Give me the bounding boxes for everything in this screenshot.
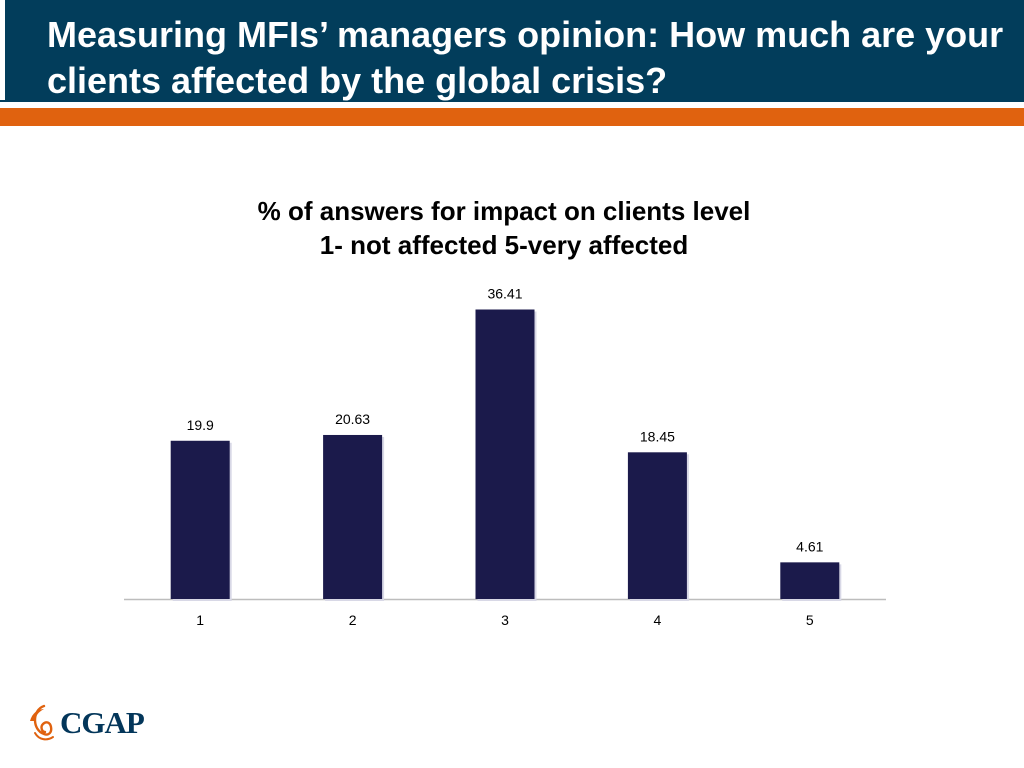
bar	[475, 309, 535, 599]
bar	[627, 452, 687, 599]
data-label: 20.63	[335, 411, 370, 427]
bar	[170, 440, 230, 599]
title-banner	[0, 0, 1024, 102]
x-tick-label: 1	[196, 612, 204, 628]
x-tick-label: 5	[806, 612, 814, 628]
title-divider	[0, 102, 1024, 108]
x-tick-label: 4	[654, 612, 662, 628]
x-tick-label: 2	[349, 612, 357, 628]
bar	[323, 434, 383, 599]
bar	[780, 562, 840, 599]
accent-bar	[0, 108, 1024, 126]
cgap-logo: CGAP	[26, 703, 156, 743]
title-banner-notch	[0, 0, 5, 100]
chart-title-block: % of answers for impact on clients level…	[104, 194, 904, 262]
chart-title: % of answers for impact on clients level	[257, 196, 751, 226]
chart-subtitle: 1- not affected 5-very affected	[319, 230, 689, 260]
slide-title: Measuring MFIs’ managers opinion: How mu…	[47, 14, 1004, 101]
data-label: 4.61	[796, 538, 823, 554]
cgap-swirl-icon	[30, 704, 54, 741]
x-tick-label: 3	[501, 612, 509, 628]
data-label: 19.9	[187, 417, 214, 433]
data-label: 18.45	[640, 428, 675, 444]
logo-text: CGAP	[60, 705, 145, 740]
data-label: 36.41	[487, 286, 522, 302]
